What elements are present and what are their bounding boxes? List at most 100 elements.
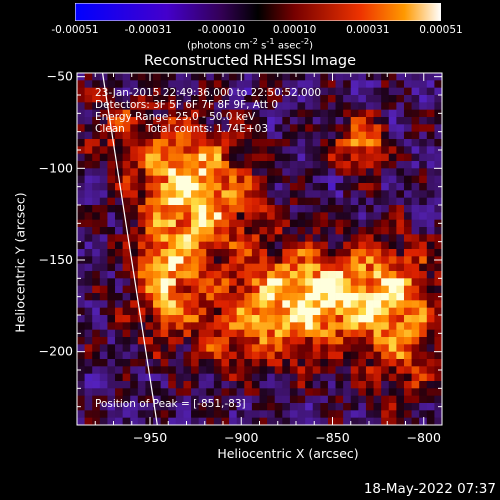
heatmap-cell [305, 168, 314, 177]
heatmap-cell [236, 344, 245, 353]
heatmap-cell [297, 388, 306, 397]
heatmap-cell [153, 388, 162, 397]
heatmap-cell [145, 139, 154, 147]
heatmap-cell [396, 197, 405, 206]
heatmap-cell [229, 131, 238, 140]
heatmap-cell [229, 249, 238, 257]
heatmap-cell [160, 249, 169, 257]
heatmap-cell [434, 241, 443, 250]
heatmap-cell [251, 373, 260, 382]
heatmap-cell [137, 315, 146, 323]
heatmap-cell [251, 175, 260, 184]
heatmap-cell [289, 234, 298, 243]
heatmap-cell [130, 175, 139, 184]
heatmap-cell [259, 373, 268, 382]
heatmap-cell [365, 212, 374, 221]
heatmap-cell [343, 168, 352, 177]
heatmap-cell [373, 219, 382, 228]
heatmap-cell [244, 359, 253, 367]
heatmap-cell [221, 395, 230, 404]
heatmap-cell [320, 168, 329, 177]
heatmap-cell [236, 190, 245, 199]
heatmap-cell [130, 278, 139, 287]
heatmap-cell [419, 73, 428, 81]
heatmap-cell [274, 256, 283, 265]
heatmap-cell [244, 102, 253, 111]
heatmap-cell [221, 388, 230, 397]
heatmap-cell [175, 329, 184, 338]
heatmap-cell [198, 190, 207, 199]
heatmap-cell [92, 373, 101, 382]
heatmap-cell [198, 249, 207, 257]
heatmap-cell [267, 153, 276, 162]
heatmap-cell [251, 307, 260, 316]
heatmap-cell [305, 366, 314, 375]
heatmap-cell [160, 95, 169, 103]
heatmap-cell [381, 102, 390, 111]
heatmap-cell [282, 293, 291, 301]
heatmap-cell [343, 109, 352, 118]
heatmap-cell [297, 197, 306, 206]
heatmap-cell [99, 131, 108, 140]
heatmap-cell [229, 293, 238, 301]
heatmap-cell [213, 153, 222, 162]
heatmap-cell [198, 395, 207, 404]
heatmap-cell [160, 344, 169, 353]
heatmap-cell [183, 87, 192, 96]
heatmap-cell [191, 109, 200, 118]
heatmap-cell [206, 241, 215, 250]
heatmap-cell [137, 175, 146, 184]
heatmap-cell [259, 109, 268, 118]
heatmap-cell [160, 300, 169, 309]
heatmap-cell [358, 410, 367, 419]
heatmap-cell [411, 139, 420, 147]
heatmap-cell [343, 256, 352, 265]
heatmap-cell [358, 315, 367, 323]
heatmap-cell [274, 146, 283, 155]
heatmap-cell [221, 73, 230, 81]
heatmap-cell [365, 87, 374, 96]
heatmap-cell [297, 410, 306, 419]
heatmap-cell [305, 329, 314, 338]
heatmap-cell [267, 344, 276, 353]
heatmap-cell [297, 109, 306, 118]
heatmap-cell [289, 146, 298, 155]
heatmap-cell [411, 197, 420, 206]
heatmap-cell [365, 263, 374, 272]
heatmap-cell [350, 410, 359, 419]
heatmap-cell [160, 373, 169, 382]
heatmap-cell [99, 271, 108, 279]
heatmap-cell [84, 351, 93, 360]
heatmap-cell [343, 95, 352, 103]
heatmap-cell [259, 351, 268, 360]
heatmap-cell [213, 95, 222, 103]
heatmap-cell [426, 183, 435, 191]
heatmap-cell [198, 373, 207, 382]
heatmap-cell [388, 117, 397, 125]
heatmap-cell [335, 87, 344, 96]
heatmap-cell [206, 395, 215, 404]
heatmap-cell [168, 388, 177, 397]
heatmap-cell [320, 124, 329, 133]
heatmap-cell [267, 241, 276, 250]
heatmap-cell [289, 87, 298, 96]
heatmap-cell [403, 351, 412, 360]
heatmap-cell [289, 359, 298, 367]
heatmap-cell [107, 73, 116, 81]
heatmap-cell [335, 366, 344, 375]
heatmap-cell [396, 117, 405, 125]
heatmap-cell [251, 344, 260, 353]
heatmap-cell [297, 227, 306, 235]
heatmap-cell [403, 87, 412, 96]
heatmap-cell [411, 381, 420, 389]
heatmap-cell [236, 197, 245, 206]
heatmap-cell [320, 417, 329, 426]
heatmap-cell [312, 359, 321, 367]
heatmap-cell [274, 373, 283, 382]
heatmap-cell [137, 109, 146, 118]
heatmap-cell [358, 102, 367, 111]
heatmap-cell [107, 234, 116, 243]
heatmap-cell [274, 300, 283, 309]
heatmap-cell [198, 263, 207, 272]
heatmap-cell [373, 95, 382, 103]
